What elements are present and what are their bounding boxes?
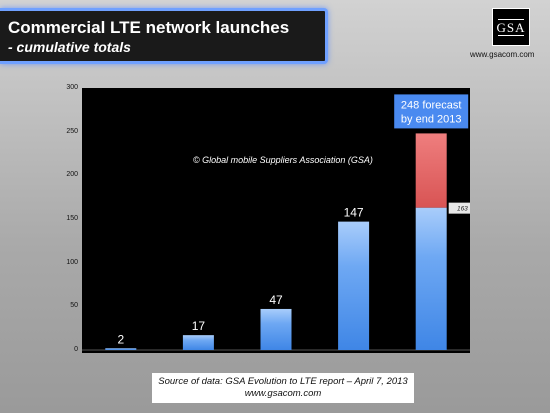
y-tick-label: 250 — [66, 127, 78, 135]
logo-line-top — [498, 18, 524, 20]
bar-2013 — [415, 207, 447, 350]
page-subtitle: - cumulative totals — [8, 39, 131, 55]
source-url: www.gsacom.com — [244, 388, 322, 399]
logo-url: www.gsacom.com — [470, 50, 535, 59]
logo-text: GSA — [496, 19, 526, 35]
y-tick-label: 150 — [66, 215, 78, 222]
source-text: Source of data: GSA Evolution to LTE rep… — [158, 376, 408, 387]
data-label-2012: 147 — [344, 206, 364, 220]
bar-2012 — [338, 221, 370, 350]
y-tick-label: 0 — [74, 346, 78, 353]
y-tick-label: 200 — [66, 171, 78, 179]
copyright-annotation: © Global mobile Suppliers Association (G… — [193, 155, 373, 165]
gsa-logo: GSA — [492, 8, 530, 46]
bar-2011 — [260, 308, 292, 350]
forecast-bar-2013 — [415, 133, 447, 208]
forecast-callout-line1: 248 forecast — [401, 99, 462, 111]
y-tick-label: 50 — [70, 302, 78, 310]
y-tick-label: 100 — [66, 258, 78, 266]
bar-2010 — [182, 335, 214, 350]
chart-area: © Global mobile Suppliers Association (G… — [66, 84, 470, 353]
data-label-2009: 2 — [117, 332, 124, 346]
actual-2013-label-box — [448, 202, 470, 214]
data-label-2011: 47 — [269, 293, 283, 307]
y-tick-label: 300 — [66, 84, 78, 91]
forecast-callout-line2: by end 2013 — [401, 113, 462, 125]
logo-line-bottom — [498, 34, 524, 36]
forecast-callout-box — [394, 94, 469, 129]
title-box: Commercial LTE network launches - cumula… — [0, 8, 328, 64]
data-label-2010: 17 — [192, 319, 206, 333]
bar-chart: © Global mobile Suppliers Association (G… — [82, 94, 470, 351]
page-title: Commercial LTE network launches — [8, 18, 290, 37]
source-note: Source of data: GSA Evolution to LTE rep… — [152, 373, 414, 403]
bar-2009 — [105, 348, 137, 350]
actual-2013-label: 163 (April 7, 2013) — [457, 206, 470, 213]
